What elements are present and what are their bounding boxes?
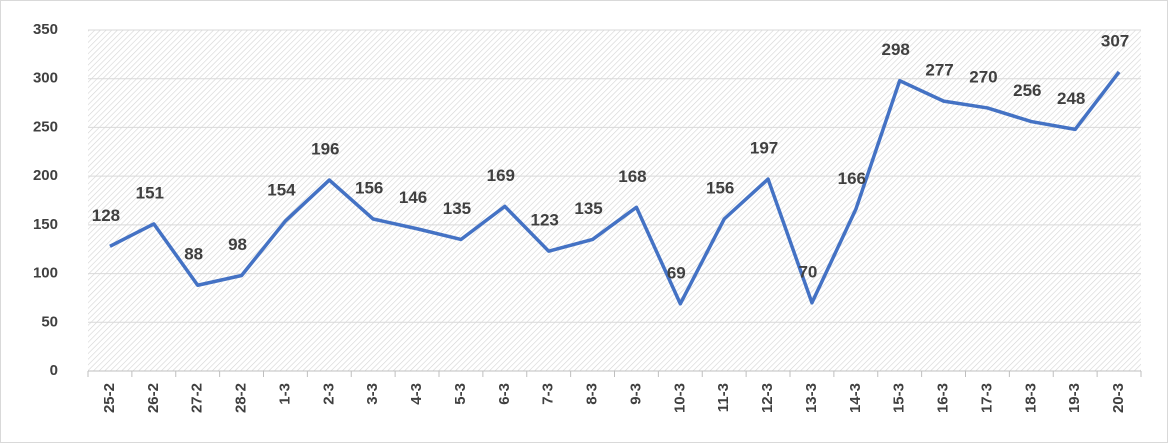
x-tick-label: 17-3 [978,383,995,413]
y-tick-label: 300 [33,70,58,87]
x-tick-label: 4-3 [408,383,425,405]
data-label: 135 [574,199,602,218]
x-tick-label: 8-3 [584,383,601,405]
x-tick-label: 20-3 [1110,383,1127,413]
data-label: 156 [355,178,383,197]
x-tick-label: 10-3 [671,383,688,413]
data-label: 128 [92,206,120,225]
data-label: 156 [706,178,734,197]
x-tick-label: 18-3 [1022,383,1039,413]
data-label: 123 [531,211,559,230]
data-label: 98 [228,235,247,254]
data-label: 197 [750,139,778,158]
x-tick-label: 3-3 [364,383,381,405]
data-label: 248 [1057,89,1085,108]
data-label: 270 [969,67,997,86]
x-tick-label: 14-3 [847,383,864,413]
y-tick-label: 200 [33,167,58,184]
data-label: 69 [667,263,686,282]
x-tick-label: 15-3 [891,383,908,413]
x-tick-label: 27-2 [189,383,206,413]
x-tick-label: 2-3 [320,383,337,405]
data-label: 196 [311,140,339,159]
y-tick-label: 100 [33,265,58,282]
data-label: 256 [1013,81,1041,100]
data-label: 168 [618,167,646,186]
data-label: 277 [925,61,953,80]
y-tick-label: 50 [41,313,58,330]
x-tick-label: 28-2 [233,383,250,413]
data-label: 146 [399,188,427,207]
data-label: 151 [136,183,164,202]
data-label: 298 [882,40,910,59]
x-tick-label: 13-3 [803,383,820,413]
data-label: 154 [267,180,296,199]
data-label: 70 [798,262,817,281]
x-tick-label: 7-3 [540,383,557,405]
data-label: 169 [487,166,515,185]
data-label: 307 [1101,31,1129,50]
x-tick-label: 16-3 [935,383,952,413]
x-tick-label: 1-3 [276,383,293,405]
data-label: 88 [184,245,203,264]
data-line [109,70,1121,306]
y-tick-label: 250 [33,118,58,135]
data-label: 135 [443,199,471,218]
x-tick-label: 5-3 [452,383,469,405]
y-tick-label: 150 [33,216,58,233]
x-tick-label: 25-2 [101,383,118,413]
x-tick-label: 26-2 [145,383,162,413]
x-tick-label: 19-3 [1066,383,1083,413]
x-tick-label: 11-3 [715,383,732,412]
y-tick-label: 350 [33,21,58,38]
data-label: 166 [838,169,866,188]
plot-area [88,30,1141,371]
x-tick-label: 6-3 [496,383,513,405]
y-tick-label: 0 [50,362,58,379]
x-tick-label: 12-3 [759,383,776,413]
x-tick-label: 9-3 [627,383,644,405]
